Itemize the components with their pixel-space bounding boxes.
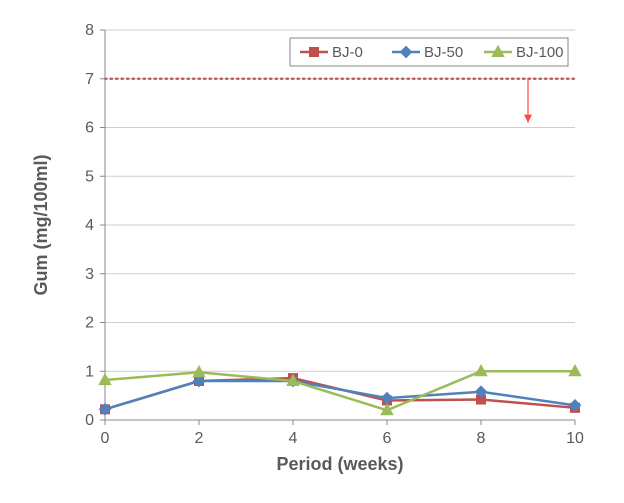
legend-label: BJ-100 — [516, 44, 564, 61]
legend-label: BJ-0 — [332, 44, 363, 61]
legend-label: BJ-50 — [424, 44, 463, 61]
line-chart: 0 2 4 6 8 10 0 1 2 3 4 5 6 7 8 Period (weeks) Gum (mg/10… — [0, 0, 624, 503]
x-tick-label: 0 — [101, 430, 110, 447]
y-tick-label: 1 — [85, 363, 94, 380]
legend: BJ-0 BJ-50 BJ-100 — [290, 38, 568, 66]
x-tick-label: 4 — [289, 430, 298, 447]
x-tick-label: 2 — [195, 430, 204, 447]
y-tick-label: 7 — [85, 71, 94, 88]
y-tick-label: 5 — [85, 168, 94, 185]
y-tick-label: 2 — [85, 315, 94, 332]
y-tick-label: 4 — [85, 217, 94, 234]
y-tick-label: 8 — [85, 22, 94, 39]
y-axis-title: Gum (mg/100ml) — [31, 154, 51, 295]
chart-container: 0 2 4 6 8 10 0 1 2 3 4 5 6 7 8 Period (weeks) Gum (mg/10… — [0, 0, 624, 503]
x-tick-label: 8 — [477, 430, 486, 447]
x-tick-label: 10 — [566, 430, 584, 447]
x-axis-title: Period (weeks) — [276, 454, 403, 474]
legend-swatch-marker — [310, 48, 319, 57]
y-tick-label: 3 — [85, 266, 94, 283]
y-tick-label: 0 — [85, 412, 94, 429]
x-tick-label: 6 — [383, 430, 392, 447]
y-tick-label: 6 — [85, 120, 94, 137]
